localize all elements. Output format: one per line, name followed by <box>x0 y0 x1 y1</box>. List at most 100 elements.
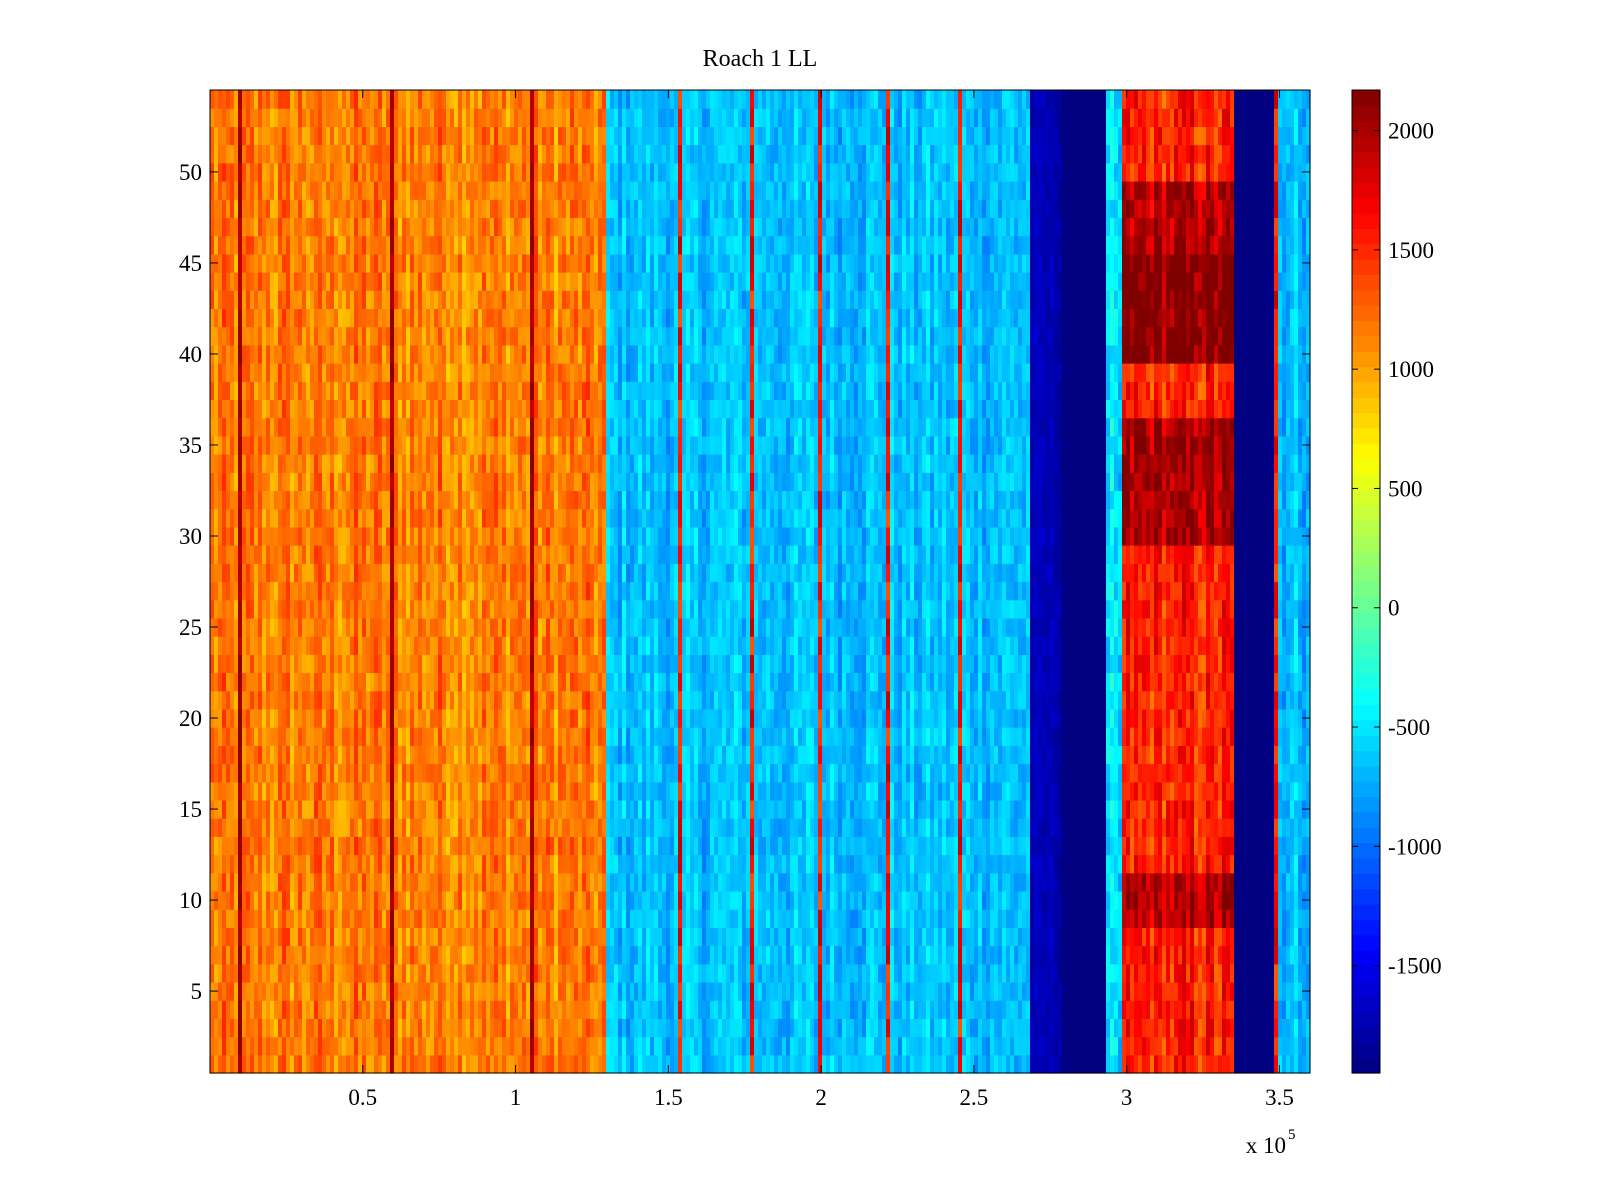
heatmap-cell <box>306 526 311 546</box>
heatmap-cell <box>242 126 247 146</box>
heatmap-cell <box>266 90 271 109</box>
heatmap-cell <box>346 890 351 910</box>
heatmap-cell <box>250 162 255 182</box>
heatmap-cell <box>478 981 483 1001</box>
heatmap-cell <box>446 344 451 364</box>
heatmap-cell <box>538 854 543 874</box>
heatmap-cell <box>226 927 231 947</box>
heatmap-cell <box>398 617 403 637</box>
heatmap-cell <box>342 144 347 164</box>
heatmap-cell <box>550 1000 555 1019</box>
heatmap-cell <box>226 454 231 473</box>
heatmap-cell <box>494 381 499 401</box>
heatmap-cell <box>446 836 451 856</box>
heatmap-cell <box>306 217 311 237</box>
heatmap-cell <box>322 763 327 783</box>
heatmap-cell <box>290 1054 295 1074</box>
heatmap-cell <box>526 1000 531 1019</box>
heatmap-cell <box>478 545 483 564</box>
heatmap-cell <box>482 126 487 146</box>
heatmap-cell <box>486 708 491 728</box>
heatmap-cell <box>438 181 443 200</box>
heatmap-cell <box>538 581 543 601</box>
heatmap-cell <box>282 90 287 109</box>
heatmap-cell <box>282 672 287 692</box>
heatmap-cell <box>254 490 259 510</box>
heatmap-cell <box>322 381 327 401</box>
heatmap-cell <box>550 126 555 146</box>
heatmap-cell <box>494 927 499 947</box>
heatmap-cell <box>222 526 227 546</box>
heatmap-cell <box>338 581 343 601</box>
heatmap-cell <box>266 654 271 674</box>
heatmap-cell <box>338 308 343 328</box>
heatmap-cell <box>478 381 483 401</box>
heatmap-cell <box>334 563 339 583</box>
heatmap-cell <box>438 454 443 473</box>
heatmap-cell <box>506 108 511 127</box>
heatmap-cell <box>486 1018 491 1038</box>
heatmap-cell <box>346 199 351 219</box>
heatmap-cell <box>238 217 243 237</box>
heatmap-cell <box>410 363 415 382</box>
heatmap-cell <box>358 690 363 710</box>
heatmap-cell <box>298 836 303 856</box>
heatmap-cell <box>442 854 447 874</box>
heatmap-cell <box>542 399 547 419</box>
heatmap-cell <box>522 108 527 127</box>
heatmap-cell <box>370 763 375 783</box>
heatmap-cell <box>522 162 527 182</box>
heatmap-cell <box>462 1054 467 1074</box>
heatmap-cell <box>222 763 227 783</box>
heatmap-cell <box>498 1054 503 1074</box>
heatmap-cell <box>470 1000 475 1019</box>
heatmap-cell <box>530 799 535 819</box>
heatmap-cell <box>446 545 451 564</box>
heatmap-cell <box>414 781 419 801</box>
heatmap-cell <box>358 1054 363 1074</box>
heatmap-cell <box>282 727 287 746</box>
heatmap-cell <box>462 326 467 346</box>
heatmap-cell <box>494 272 499 291</box>
heatmap-cell <box>290 217 295 237</box>
heatmap-cell <box>306 563 311 583</box>
heatmap-cell <box>470 763 475 783</box>
heatmap-cell <box>538 1036 543 1056</box>
heatmap-cell <box>510 745 515 765</box>
heatmap-cell <box>286 490 291 510</box>
heatmap-cell <box>450 927 455 947</box>
heatmap-cell <box>534 563 539 583</box>
heatmap-cell <box>266 144 271 164</box>
heatmap-cell <box>550 526 555 546</box>
heatmap-cell <box>470 363 475 382</box>
heatmap-cell <box>450 672 455 692</box>
heatmap-cell <box>450 981 455 1001</box>
heatmap-cell <box>378 981 383 1001</box>
heatmap-cell <box>310 272 315 291</box>
heatmap-cell <box>214 672 219 692</box>
heatmap-cell <box>562 727 567 746</box>
heatmap-cell <box>514 581 519 601</box>
heatmap-cell <box>538 909 543 928</box>
heatmap-cell <box>398 381 403 401</box>
heatmap-cell <box>394 872 399 892</box>
heatmap-cell <box>398 435 403 455</box>
heatmap-cell <box>282 526 287 546</box>
heatmap-cell <box>478 563 483 583</box>
heatmap-cell <box>482 326 487 346</box>
heatmap-cell <box>386 326 391 346</box>
heatmap-cell <box>222 872 227 892</box>
heatmap-cell <box>386 581 391 601</box>
heatmap-cell <box>470 872 475 892</box>
heatmap-cell <box>546 654 551 674</box>
heatmap-cell <box>326 344 331 364</box>
heatmap-cell <box>478 727 483 746</box>
heatmap-cell <box>306 1054 311 1074</box>
heatmap-cell <box>502 927 507 947</box>
heatmap-cell <box>478 90 483 109</box>
heatmap-cell <box>558 727 563 746</box>
heatmap-cell <box>414 872 419 892</box>
heatmap-cell <box>482 526 487 546</box>
heatmap-cell <box>310 454 315 473</box>
heatmap-cell <box>418 399 423 419</box>
